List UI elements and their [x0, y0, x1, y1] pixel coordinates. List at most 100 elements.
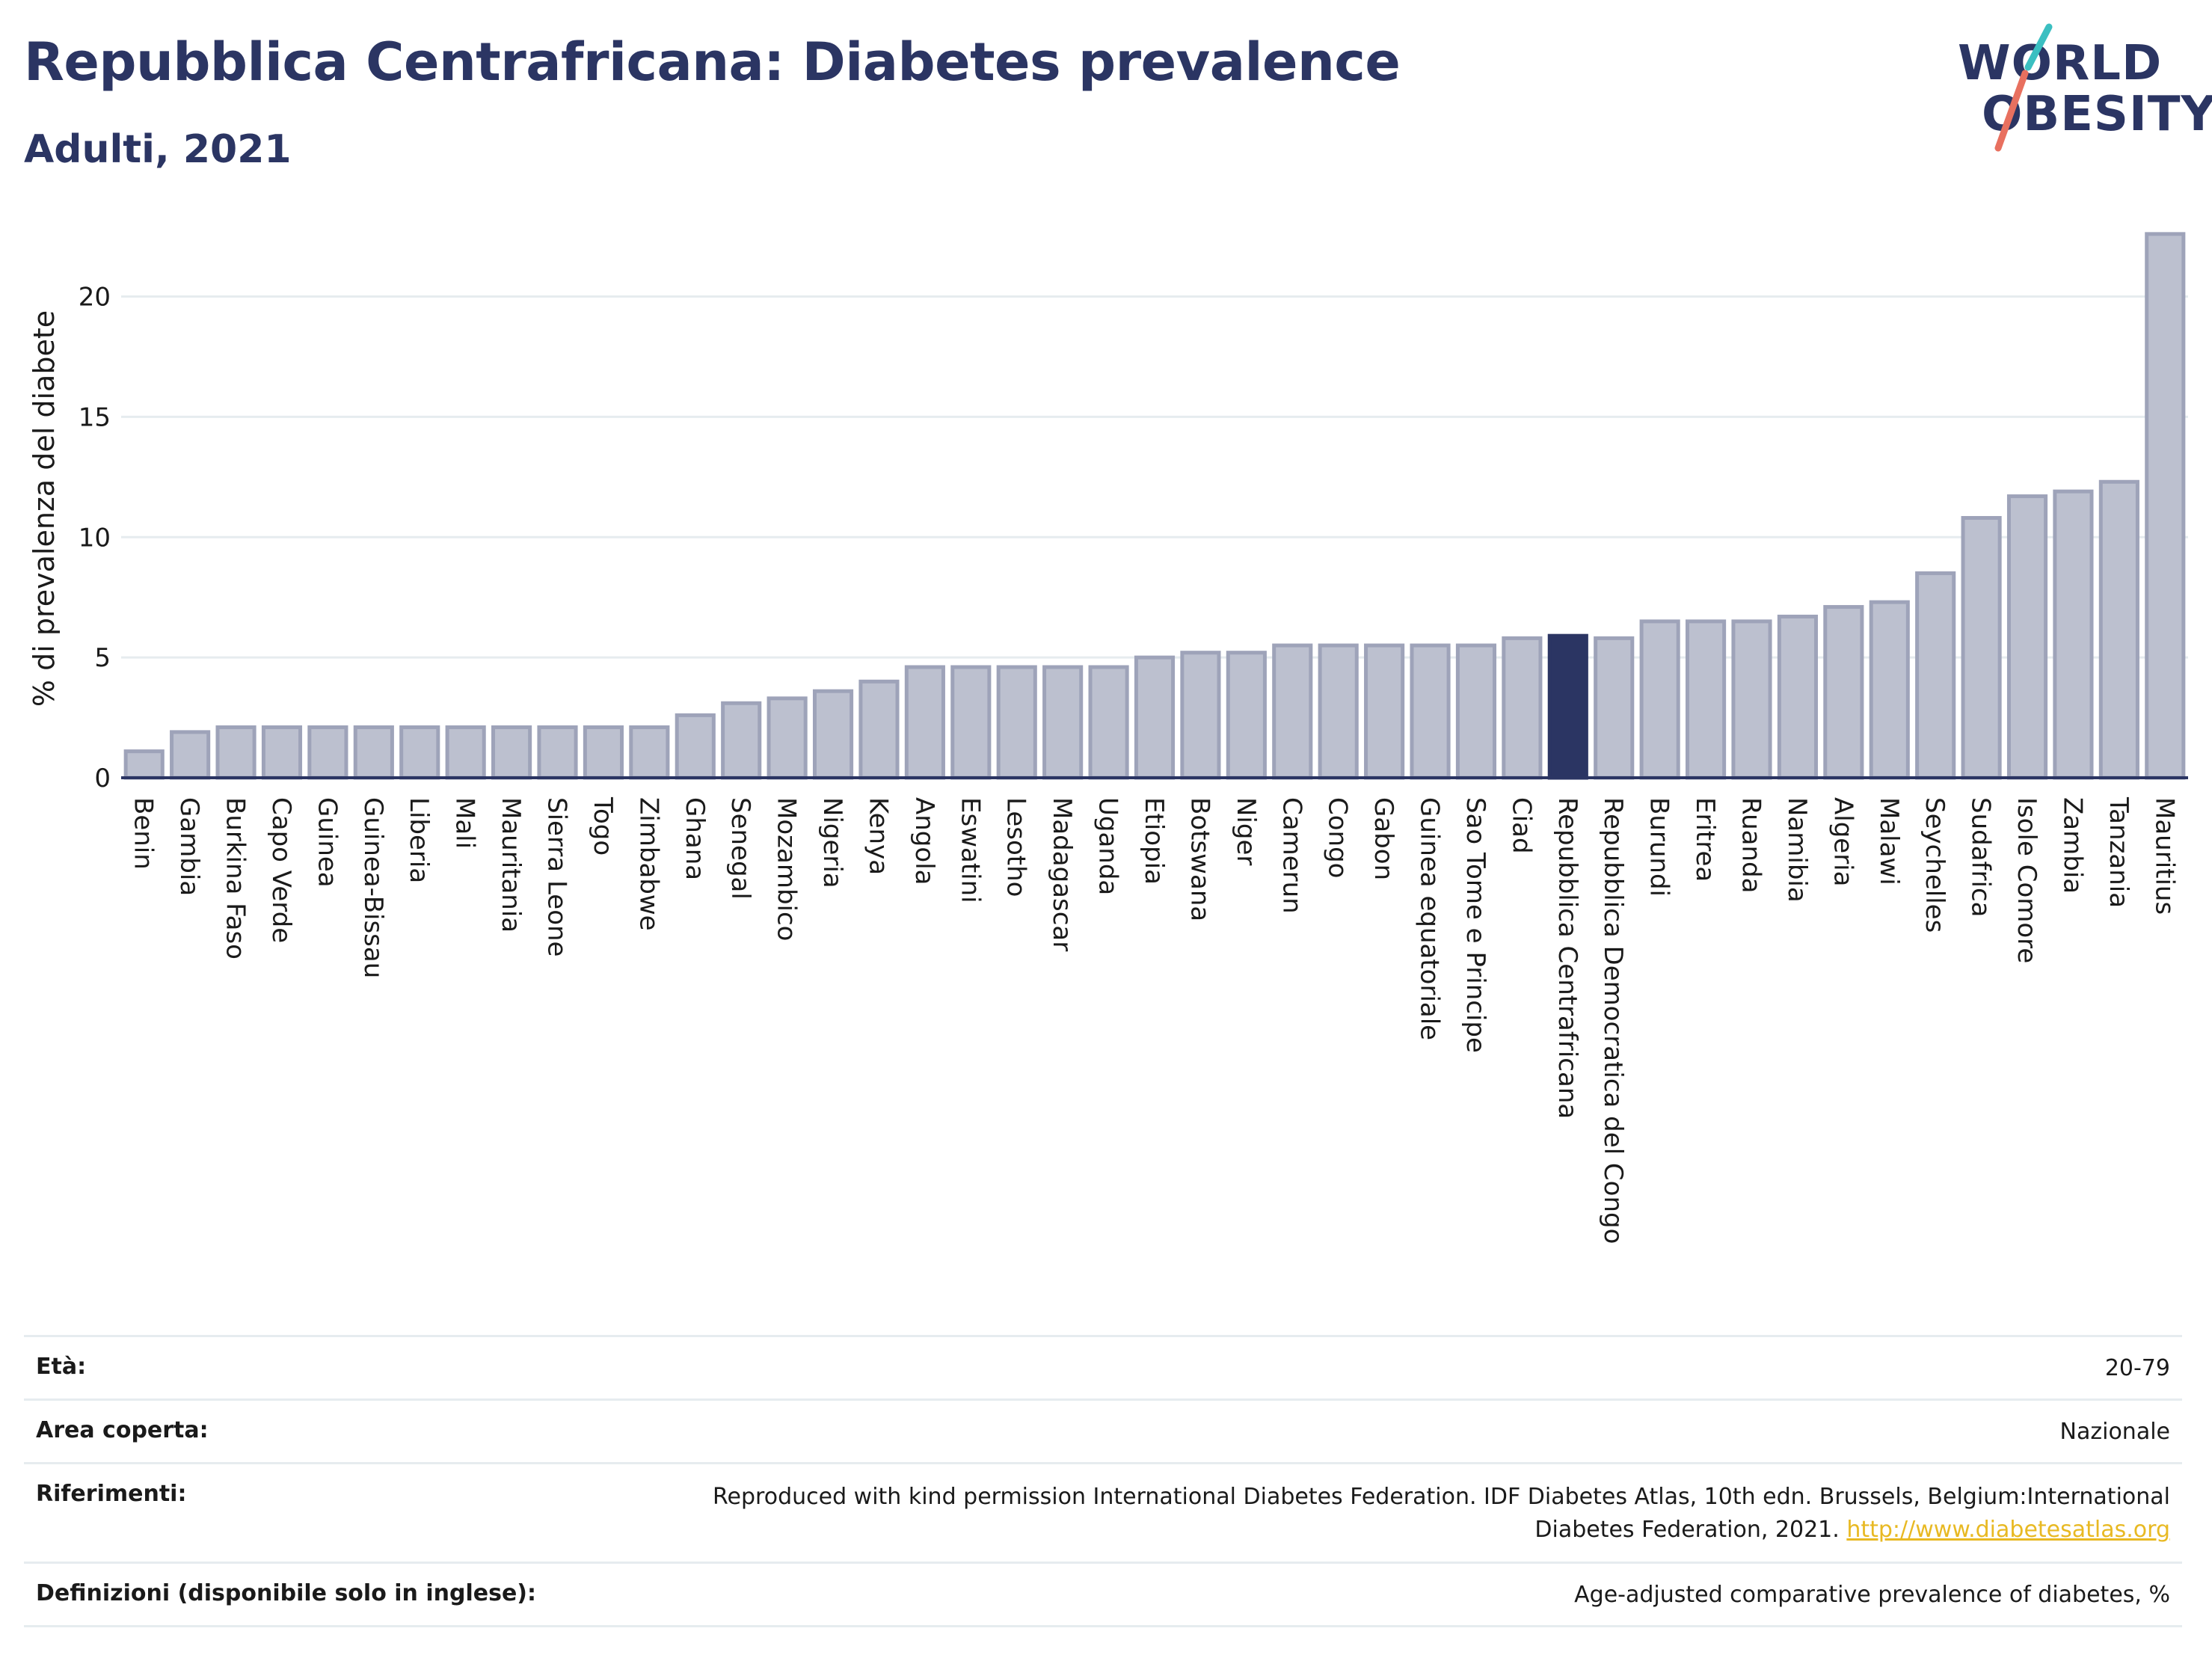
x-tick-label: Algeria: [1828, 797, 1858, 886]
bar: [1685, 619, 1727, 780]
axis-layer: 0 5 10 15 20 % di prevalenza del diabete: [28, 283, 2188, 793]
x-tick-label: Uganda: [1093, 797, 1123, 895]
bar: [1915, 571, 1956, 780]
bar: [1594, 636, 1635, 780]
x-tick-label: Gabon: [1368, 797, 1398, 880]
y-tick-label: 10: [79, 523, 111, 553]
x-tick-label: Isole Comore: [2012, 797, 2042, 963]
bar: [996, 665, 1037, 780]
x-tick-label: Eritrea: [1690, 797, 1720, 882]
x-tick-label: Tanzania: [2104, 796, 2133, 908]
chart-title: Repubblica Centrafricana: Diabetes preva…: [24, 31, 1401, 93]
x-tick-label: Zimbabwe: [633, 797, 663, 931]
bar: [1639, 619, 1680, 780]
x-tick-label: Guinea equatoriale: [1415, 797, 1445, 1040]
x-tick-label: Senegal: [725, 797, 755, 900]
meta-value-references: Reproduced with kind permission Internat…: [713, 1481, 2170, 1547]
bar-highlighted: [1547, 633, 1588, 780]
x-tick-label: Guinea-Bissau: [358, 797, 388, 978]
bar: [629, 725, 670, 780]
bar: [583, 725, 624, 780]
x-tick-label: Togo: [588, 796, 618, 856]
bar: [1410, 643, 1451, 780]
x-tick-label: Botswana: [1185, 797, 1214, 921]
bar: [170, 730, 211, 780]
x-tick-label: Eswatini: [955, 797, 985, 903]
bar: [537, 725, 578, 780]
x-tick-label: Angola: [909, 797, 939, 885]
meta-row-area: Area coperta: Nazionale: [24, 1398, 2182, 1462]
metadata-table: Età: 20-79 Area coperta: Nazionale Rifer…: [24, 1335, 2182, 1627]
bar: [1455, 643, 1497, 780]
bar: [1961, 516, 2002, 780]
diabetes-atlas-link[interactable]: http://www.diabetesatlas.org: [1846, 1517, 2170, 1543]
x-tick-label: Sudafrica: [1966, 797, 1996, 917]
y-tick-label: 15: [79, 402, 111, 432]
bar: [1180, 651, 1221, 780]
meta-value-age: 20-79: [2104, 1355, 2170, 1381]
x-tick-label: Zambia: [2057, 797, 2087, 894]
x-tick-label: Mauritius: [2149, 797, 2179, 915]
bar: [2098, 479, 2139, 780]
bar: [353, 725, 394, 780]
bar: [858, 679, 900, 780]
x-tick-label: Ciad: [1506, 797, 1536, 854]
bar: [2145, 232, 2186, 780]
y-axis-label: % di prevalenza del diabete: [28, 310, 61, 707]
chart-subtitle: Adulti, 2021: [24, 127, 292, 172]
meta-value-definitions: Age-adjusted comparative prevalence of d…: [1574, 1582, 2170, 1608]
bar: [1731, 619, 1772, 780]
x-tick-label: Kenya: [863, 797, 893, 875]
x-tick-label: Niger: [1231, 797, 1261, 865]
x-tick-label: Sierra Leone: [542, 797, 572, 957]
meta-label-area: Area coperta:: [36, 1417, 209, 1443]
x-tick-label: Liberia: [404, 797, 434, 883]
x-tick-label: Malawi: [1874, 797, 1904, 885]
bar: [1042, 665, 1084, 780]
bar: [399, 725, 440, 780]
bar: [1869, 600, 1910, 780]
logo-slash-icon: [1994, 23, 2053, 152]
bar: [1318, 643, 1359, 780]
x-tick-label: Lesotho: [1001, 797, 1031, 897]
x-tick-label: Guinea: [312, 797, 342, 888]
x-tick-label: Burundi: [1644, 797, 1674, 897]
meta-label-references: Riferimenti:: [36, 1481, 187, 1507]
meta-value-area: Nazionale: [2059, 1419, 2170, 1445]
x-tick-label: Ruanda: [1736, 797, 1766, 893]
bar: [1134, 655, 1176, 780]
x-tick-label: Madagascar: [1047, 797, 1077, 951]
bar: [812, 689, 854, 780]
x-tick-label: Congo: [1323, 797, 1353, 878]
bar: [1823, 605, 1864, 780]
x-tick-label: Gambia: [174, 797, 204, 896]
bar: [215, 725, 256, 780]
x-tick-label: Repubblica Democratica del Congo: [1598, 797, 1628, 1244]
bar: [445, 725, 486, 780]
bar: [1088, 665, 1129, 780]
x-tick-label: Repubblica Centrafricana: [1552, 797, 1582, 1119]
x-tick-label: Capo Verde: [266, 797, 296, 943]
bar: [2006, 494, 2048, 780]
bar: [721, 701, 762, 780]
y-tick-label: 0: [94, 764, 111, 793]
references-text-line2: Diabetes Federation, 2021.: [1534, 1517, 1847, 1543]
bar: [491, 725, 532, 780]
x-tick-label: Namibia: [1782, 797, 1812, 903]
bar: [766, 696, 808, 780]
meta-label-age: Età:: [36, 1354, 87, 1380]
x-tick-label: Mauritania: [496, 797, 526, 933]
bar: [1226, 651, 1267, 780]
bar: [2053, 489, 2094, 780]
bar: [1272, 643, 1313, 780]
x-tick-label: Etiopia: [1139, 797, 1169, 885]
x-tick-label: Ghana: [680, 797, 710, 880]
references-text-line1: Reproduced with kind permission Internat…: [713, 1484, 2170, 1510]
bar: [1364, 643, 1405, 780]
bar-layer: [123, 232, 2186, 780]
bar: [675, 713, 716, 780]
label-layer: Benin Gambia Burkina Faso Capo Verde Guinea G…: [129, 796, 2180, 1244]
bar: [123, 749, 165, 780]
x-tick-label: Mozambico: [772, 797, 802, 941]
bar-chart: 0 5 10 15 20 % di prevalenza del diabete Beni…: [28, 232, 2188, 1244]
